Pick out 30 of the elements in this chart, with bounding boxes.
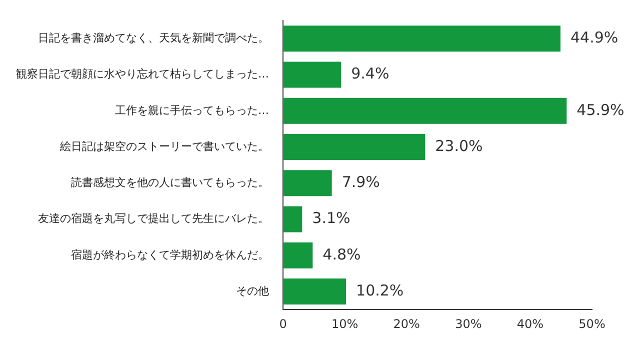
- bar: [283, 134, 426, 160]
- bar: [283, 278, 346, 305]
- data-label: 45.9%: [576, 100, 624, 119]
- bar: [283, 98, 567, 124]
- x-tick-label: 20%: [393, 316, 420, 331]
- x-tick-label: 0: [279, 316, 287, 331]
- y-tick-label: その他: [236, 284, 269, 298]
- x-tick-label: 50%: [578, 316, 606, 331]
- y-tick-label: 観察日記で朝顔に水やり忘れて枯らしてしまった…: [16, 68, 269, 81]
- y-tick-label: 工作を親に手伝ってもらった…: [115, 104, 269, 117]
- bar: [283, 242, 313, 268]
- data-label: 44.9%: [570, 28, 618, 47]
- bar: [283, 62, 342, 88]
- bar: [283, 26, 560, 52]
- x-tick-label: 10%: [331, 316, 358, 331]
- data-label: 10.2%: [356, 281, 404, 300]
- data-label: 3.1%: [312, 209, 350, 228]
- y-tick-label: 宿題が終わらなくて学期初めを休んだ。: [71, 248, 269, 262]
- data-label: 23.0%: [435, 136, 483, 155]
- bar: [283, 206, 302, 232]
- data-label: 4.8%: [322, 245, 361, 264]
- y-tick-label: 日記を書き溜めてなく、天気を新聞で調べた。: [38, 32, 269, 45]
- x-tick-label: 40%: [516, 316, 544, 331]
- y-tick-label: 友達の宿題を丸写しで提出して先生にバレた。: [38, 212, 269, 226]
- data-label: 7.9%: [342, 173, 380, 192]
- data-label: 9.4%: [351, 64, 390, 83]
- y-tick-label: 絵日記は架空のストーリーで書いていた。: [59, 140, 269, 153]
- x-tick-label: 30%: [455, 316, 482, 331]
- y-tick-label: 読書感想文を他の人に書いてもらった。: [71, 176, 269, 190]
- bar: [283, 170, 332, 196]
